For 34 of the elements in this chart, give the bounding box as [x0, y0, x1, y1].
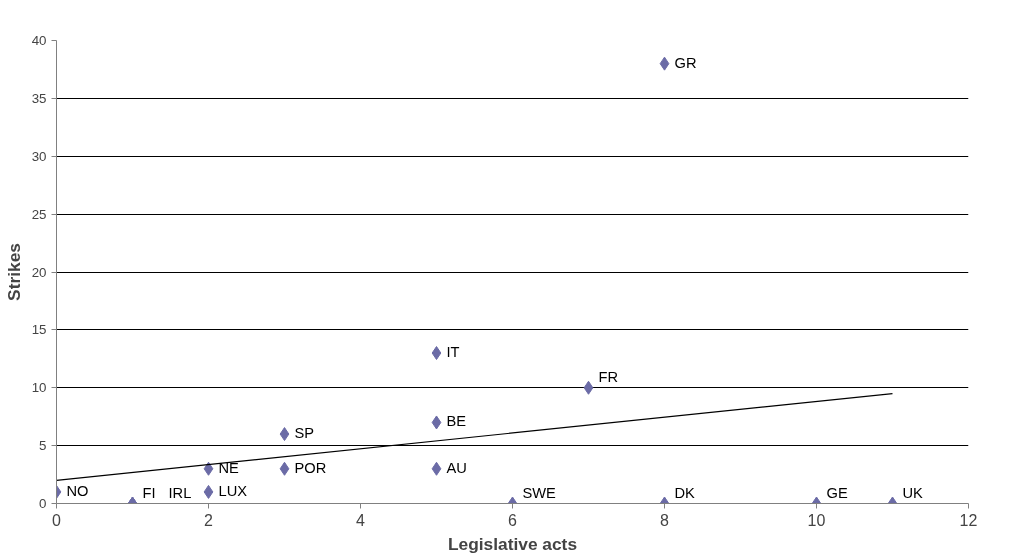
annotation: POR [294, 459, 327, 476]
y-axis-title: Strikes [3, 243, 24, 301]
x-tick-label: 8 [660, 511, 670, 529]
y-tick-label: 5 [39, 438, 47, 454]
annotation: GR [674, 54, 697, 71]
y-tick-label: 30 [31, 148, 47, 164]
y-tick-label: 35 [31, 90, 47, 106]
annotation: BE [446, 413, 467, 430]
annotation: LUX [218, 482, 248, 499]
annotation: NO [66, 482, 89, 499]
annotation: FI [142, 484, 156, 501]
x-axis-title: Legislative acts [447, 533, 578, 554]
annotation: UK [902, 484, 924, 501]
x-tick-label: 4 [356, 511, 366, 529]
annotation: IT [446, 344, 460, 361]
y-tick-label: 20 [31, 264, 47, 280]
annotation: FR [598, 368, 619, 385]
x-tick-label: 6 [508, 511, 518, 529]
x-tick-label: 2 [204, 511, 214, 529]
y-tick-label: 10 [31, 380, 47, 396]
annotation: SWE [522, 484, 557, 501]
annotation: AU [446, 459, 467, 476]
y-tick-label: 0 [39, 496, 47, 511]
annotation: SP [294, 425, 315, 442]
annotation: GE [826, 484, 848, 501]
y-tick-label: 40 [31, 33, 47, 48]
annotation: DK [674, 484, 696, 501]
annotation: IRL [168, 484, 192, 501]
y-tick-label: 15 [31, 322, 47, 338]
x-tick-label: 10 [807, 511, 826, 529]
annotation: NE [218, 459, 240, 476]
y-tick-label: 25 [31, 206, 47, 222]
x-tick-label: 0 [52, 511, 62, 529]
x-tick-label: 12 [959, 511, 978, 529]
